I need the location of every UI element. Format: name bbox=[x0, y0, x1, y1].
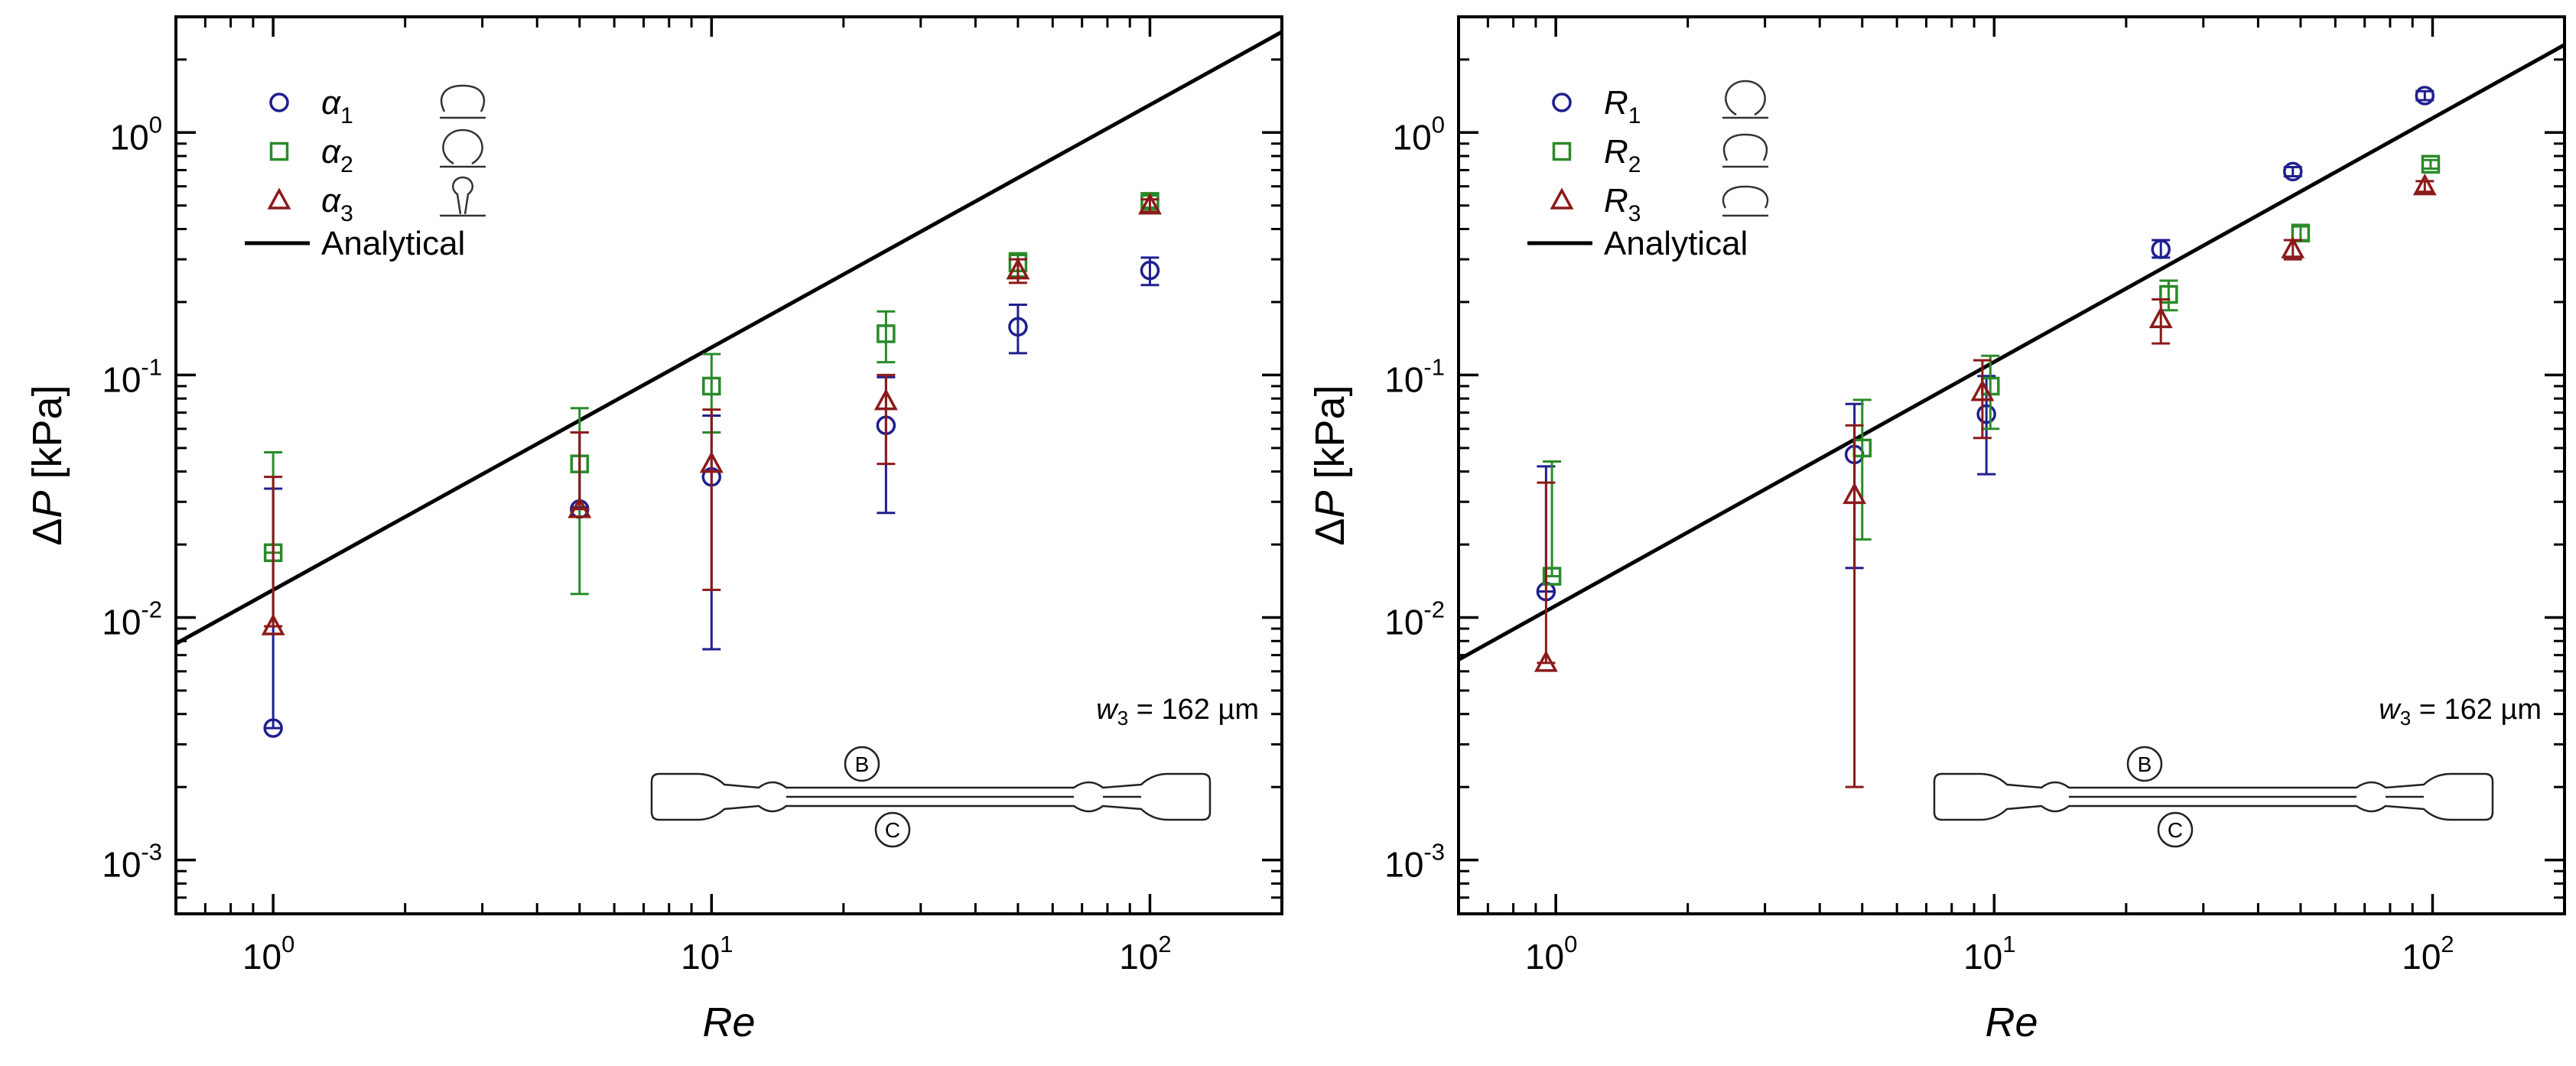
legend-marker bbox=[1552, 141, 1572, 161]
data-point bbox=[1006, 257, 1030, 280]
data-point bbox=[2412, 173, 2437, 196]
data-point bbox=[263, 718, 283, 738]
cross-section-round-icon bbox=[440, 128, 486, 168]
channel-outline bbox=[1933, 772, 2494, 821]
y-tick-label: 100 bbox=[110, 111, 162, 157]
cross-section-constricted-icon bbox=[440, 84, 486, 119]
analytical-line bbox=[176, 30, 1282, 645]
panel-right: 100 101 102 10-3 10-2 10-1 100 Re ΔP [kPa] R1 R2 R3… bbox=[1307, 15, 2566, 1045]
data-point bbox=[2415, 86, 2435, 106]
x-tick-label: 101 bbox=[1963, 931, 2015, 977]
marker-c-label: C bbox=[885, 818, 900, 842]
width-annotation: w3 = 162 µm bbox=[2379, 694, 2542, 730]
legend-marker bbox=[1550, 187, 1574, 210]
series-α3 bbox=[261, 193, 1162, 635]
channel-inset bbox=[650, 746, 1212, 848]
data-point bbox=[1970, 379, 1995, 401]
cross-section-wide-icon bbox=[1722, 185, 1769, 217]
series-R1 bbox=[1536, 86, 2435, 602]
marker-b-label: B bbox=[855, 752, 870, 776]
channel-outline bbox=[650, 772, 1212, 821]
series-R2 bbox=[1542, 154, 2441, 586]
marker-c-circle bbox=[2157, 811, 2194, 848]
channel-inset bbox=[1933, 746, 2494, 848]
y-tick-label: 10-2 bbox=[1384, 596, 1445, 642]
cross-section-constricted-icon bbox=[1722, 133, 1768, 168]
y-tick-label: 10-3 bbox=[102, 839, 162, 885]
legend-label: α2 bbox=[321, 133, 353, 177]
data-point bbox=[1008, 317, 1028, 337]
series-R3 bbox=[1534, 173, 2437, 788]
width-annotation: w3 = 162 µm bbox=[1096, 694, 1259, 730]
x-axis-title: Re bbox=[702, 999, 755, 1045]
cross-section-outline bbox=[1722, 133, 1768, 161]
legend-marker bbox=[267, 187, 291, 210]
data-point bbox=[1534, 650, 1558, 672]
legend-label: R2 bbox=[1604, 133, 1641, 177]
x-tick-label: 100 bbox=[1525, 931, 1577, 977]
x-tick-label: 100 bbox=[242, 931, 294, 977]
data-point bbox=[568, 496, 592, 518]
x-tick-label: 102 bbox=[1119, 931, 1171, 977]
data-point bbox=[2283, 161, 2303, 182]
cross-section-outline bbox=[440, 84, 486, 112]
data-point bbox=[699, 450, 724, 473]
legend-label: Analytical bbox=[1604, 225, 1748, 262]
data-point bbox=[2421, 154, 2441, 174]
cross-section-outline bbox=[442, 128, 483, 165]
data-point bbox=[261, 613, 285, 635]
cross-section-outline bbox=[1725, 80, 1766, 116]
data-point bbox=[2159, 284, 2178, 304]
data-point bbox=[1843, 482, 1867, 505]
data-point bbox=[1138, 193, 1162, 215]
marker-c-circle bbox=[874, 811, 911, 848]
x-tick-label: 102 bbox=[2402, 931, 2454, 977]
data-point bbox=[2281, 236, 2305, 258]
data-point bbox=[1976, 404, 1996, 424]
plot-frame bbox=[1457, 15, 2566, 915]
legend-label: α3 bbox=[321, 182, 353, 226]
legend-marker bbox=[269, 141, 289, 161]
marker-c-label: C bbox=[2168, 818, 2183, 842]
data-point bbox=[2148, 306, 2173, 329]
legend-label: R1 bbox=[1604, 84, 1641, 128]
legend-label: α1 bbox=[321, 84, 353, 128]
y-tick-label: 10-1 bbox=[102, 353, 162, 399]
data-point bbox=[1542, 567, 1562, 586]
cross-section-outline bbox=[1722, 185, 1769, 209]
minor-ticks bbox=[174, 15, 1283, 915]
marker-b-label: B bbox=[2138, 752, 2152, 776]
y-tick-label: 10-3 bbox=[1384, 839, 1445, 885]
data-point bbox=[873, 388, 898, 411]
legend-label: Analytical bbox=[321, 225, 465, 262]
data-point bbox=[2151, 239, 2171, 259]
legend-label: R3 bbox=[1604, 182, 1641, 226]
marker-b-circle bbox=[844, 746, 880, 782]
data-point bbox=[702, 376, 721, 396]
cross-section-round-icon bbox=[1722, 80, 1768, 119]
y-axis-title: ΔP [kPa] bbox=[24, 385, 70, 545]
analytical-line bbox=[1459, 43, 2565, 661]
legend-marker bbox=[1552, 93, 1572, 112]
y-tick-label: 100 bbox=[1393, 111, 1445, 157]
legend-marker bbox=[269, 93, 289, 112]
cross-section-outline bbox=[451, 176, 474, 215]
marker-b-circle bbox=[2126, 746, 2163, 782]
y-tick-label: 10-1 bbox=[1384, 353, 1445, 399]
data-point bbox=[877, 324, 896, 343]
y-axis-title: ΔP [kPa] bbox=[1307, 385, 1353, 545]
x-axis-title: Re bbox=[1985, 999, 2038, 1045]
data-point bbox=[1140, 260, 1160, 281]
y-tick-label: 10-2 bbox=[102, 596, 162, 642]
panel-left: 100 101 102 10-3 10-2 10-1 100 Re ΔP [kPa] α1 α2 α3… bbox=[24, 15, 1283, 1045]
x-tick-label: 101 bbox=[681, 931, 733, 977]
cross-section-teardrop-icon bbox=[440, 176, 486, 217]
plot-frame bbox=[174, 15, 1283, 915]
